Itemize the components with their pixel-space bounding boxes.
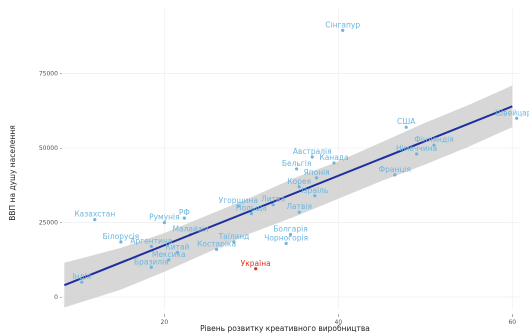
point-польща [249,212,253,216]
point-label-костаріка: Костаріка [197,239,236,248]
point-label-ізраїль: Ізраїль [301,186,328,195]
point-мексика [167,258,171,262]
point-німеччина [415,152,419,156]
point-label-німеччина: Німеччина [396,144,437,153]
points [80,28,519,284]
x-axis-ticks: 20 40 60 [161,314,516,326]
point-label-сінгапур: Сінгапур [325,20,360,29]
grid [60,8,521,309]
point-label-китай: Китай [165,242,189,251]
point-label-чорногорія: Чорногорія [264,233,308,242]
point-label-японія: Японія [303,168,329,177]
point-австралія [310,155,314,159]
point-label-аргентина: Аргентина [130,236,172,245]
point-індія [80,280,84,284]
x-axis-title: Рівень розвитку креативного виробництва [200,324,370,333]
point-label-фінляндія: Фінляндія [414,135,453,144]
point-label-австралія: Австралія [293,147,332,156]
y-tick-label: 50000 - [39,145,62,152]
point-чорногорія [284,241,288,246]
point-label-рф: РФ [179,208,191,217]
point-корея [297,185,301,189]
point-латвія [297,210,301,214]
point-угорщина [236,204,240,208]
point-казахстан [93,217,97,222]
point-label-румунія: Румунія [149,213,180,222]
point-label-корея: Корея [287,177,311,186]
point-японія [314,176,319,180]
point-костаріка [214,247,219,251]
y-tick-label: 25000 - [39,220,62,227]
y-axis-title: ВВП на душу населення [8,125,17,220]
point-бельгія [294,167,299,171]
regression-line [63,105,513,287]
point-україна [254,267,258,271]
point-label-білорусія: Білорусія [103,232,140,241]
point-label-франція: Франція [379,165,411,174]
y-tick-label: 0 - [54,294,62,301]
point-label-мексика: Мексика [152,250,186,259]
point-таїланд [232,240,236,244]
point-label-таїланд: Таїланд [218,232,250,241]
point-литва [271,203,275,207]
point-label-казахстан: Казахстан [74,210,115,219]
point-китай [175,250,180,254]
y-tick-label: 75000 - [39,71,62,78]
point-аргентина [149,244,153,249]
point-label-малайзія: Малайзія [173,224,209,233]
point-рф [182,216,186,220]
x-tick-label: 40 [335,319,343,326]
point-label-канада: Канада [319,153,348,162]
point-бразилія [149,265,153,269]
point-швейцарія [515,116,519,120]
point-label-сша: США [397,117,416,126]
point-білорусія [119,240,123,244]
point-label-бразилія: Бразилія [134,257,169,266]
point-сша [404,125,408,129]
point-фінляндія [432,143,436,147]
point-label-латвія: Латвія [286,202,312,211]
trend-line [63,105,513,287]
y-axis-ticks: 0 - 25000 - 50000 - 75000 - [39,71,62,302]
point-болгарія [288,232,293,237]
point-франція [393,173,397,177]
x-tick-label: 60 [508,319,516,326]
point-label-угорщина: Угорщина [219,196,258,205]
point-канада [332,161,336,165]
point-label-україна: Україна [241,259,271,268]
point-label-бельгія: Бельгія [282,159,312,168]
point-label-швейцарія: Швейцарія [495,108,529,117]
point-label-литва: Литва [261,195,285,204]
point-ізраїль [313,194,317,198]
point-румунія [162,220,166,225]
point-label-болгарія: Болгарія [273,224,307,233]
point-сінгапур [341,28,345,32]
point-label-польща: Польща [236,204,267,213]
point-label-індія: Індія [72,272,91,281]
x-tick-label: 20 [161,319,169,326]
